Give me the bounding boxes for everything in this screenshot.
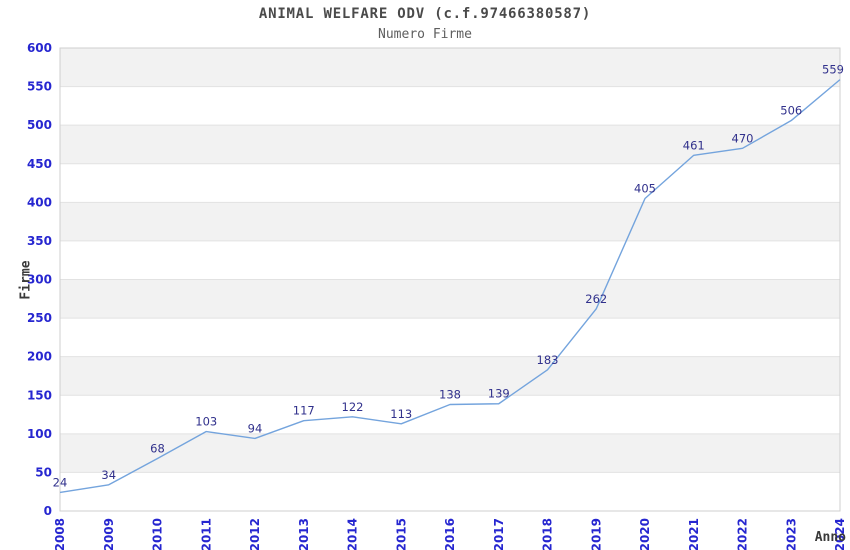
data-point-label: 103 — [195, 415, 217, 429]
y-tick-label: 350 — [27, 234, 52, 248]
data-point-label: 506 — [780, 104, 802, 118]
data-point-label: 94 — [248, 421, 263, 435]
x-tick-label: 2010 — [151, 518, 165, 550]
y-axis-title: Firme — [18, 260, 34, 300]
x-tick-label: 2021 — [687, 518, 701, 550]
data-point-label: 122 — [342, 400, 364, 414]
plot-stripe — [60, 433, 840, 473]
x-tick-label: 2024 — [833, 518, 847, 550]
data-point-label: 117 — [293, 404, 315, 418]
x-tick-label: 2015 — [394, 518, 408, 550]
x-tick-label: 2018 — [541, 518, 555, 550]
data-point-label: 461 — [683, 138, 705, 152]
y-tick-label: 450 — [27, 157, 52, 171]
data-point-label: 24 — [53, 475, 68, 489]
y-tick-label: 100 — [27, 427, 52, 441]
x-tick-label: 2022 — [736, 518, 750, 550]
plot-border — [59, 47, 841, 512]
x-tick-label: 2012 — [248, 518, 262, 550]
plot-stripe — [60, 125, 840, 164]
plot-stripe — [60, 202, 840, 241]
plot-stripe — [60, 48, 840, 87]
y-tick-label: 500 — [27, 118, 52, 132]
x-tick-label: 2016 — [443, 518, 457, 550]
data-line — [59, 79, 841, 494]
y-tick-label: 600 — [27, 41, 52, 55]
x-tick-label: 2019 — [589, 518, 603, 550]
x-tick-label: 2023 — [784, 518, 798, 550]
x-tick-label: 2013 — [297, 518, 311, 550]
plot-stripe — [60, 279, 840, 319]
data-point-label: 405 — [634, 181, 656, 195]
plot-stripe — [60, 356, 840, 396]
y-tick-label: 0 — [44, 504, 52, 518]
data-point-label: 138 — [439, 388, 461, 402]
y-tick-label: 250 — [27, 311, 52, 325]
x-tick-label: 2009 — [102, 518, 116, 550]
data-point-label: 183 — [537, 353, 559, 367]
x-tick-label: 2017 — [492, 518, 506, 550]
x-tick-label: 2020 — [638, 518, 652, 550]
data-point-label: 139 — [488, 387, 510, 401]
data-point-label: 559 — [822, 63, 844, 77]
data-point-label: 470 — [732, 131, 754, 145]
chart-title: ANIMAL WELFARE ODV (c.f.97466380587) — [258, 6, 592, 22]
x-axis-title: Anno — [814, 530, 846, 545]
chart-subtitle: Numero Firme — [378, 27, 472, 42]
y-tick-label: 400 — [27, 195, 52, 209]
y-tick-label: 150 — [27, 388, 52, 402]
y-tick-label: 550 — [27, 80, 52, 94]
data-point-label: 68 — [150, 442, 165, 456]
data-point-label: 34 — [101, 468, 116, 482]
x-tick-label: 2011 — [199, 518, 213, 550]
x-tick-label: 2014 — [346, 518, 360, 550]
y-tick-label: 300 — [27, 273, 52, 287]
y-tick-label: 200 — [27, 350, 52, 364]
data-point-label: 262 — [585, 292, 607, 306]
y-tick-label: 50 — [35, 465, 52, 479]
x-tick-label: 2008 — [53, 518, 67, 550]
data-point-label: 113 — [390, 407, 412, 421]
